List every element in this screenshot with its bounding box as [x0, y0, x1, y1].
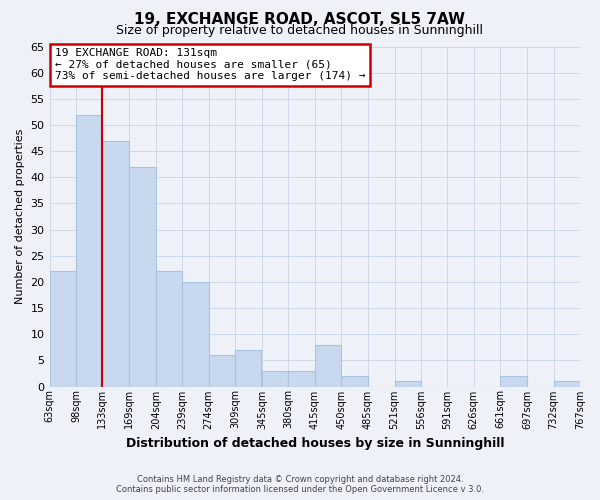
- Bar: [235, 350, 261, 387]
- Text: 19 EXCHANGE ROAD: 131sqm
← 27% of detached houses are smaller (65)
73% of semi-d: 19 EXCHANGE ROAD: 131sqm ← 27% of detach…: [55, 48, 365, 82]
- Bar: [209, 355, 235, 386]
- Text: 19, EXCHANGE ROAD, ASCOT, SL5 7AW: 19, EXCHANGE ROAD, ASCOT, SL5 7AW: [134, 12, 466, 28]
- Bar: [395, 382, 421, 386]
- Bar: [289, 371, 315, 386]
- Bar: [315, 344, 341, 387]
- Bar: [50, 272, 76, 386]
- X-axis label: Distribution of detached houses by size in Sunninghill: Distribution of detached houses by size …: [125, 437, 504, 450]
- Text: Size of property relative to detached houses in Sunninghill: Size of property relative to detached ho…: [116, 24, 484, 37]
- Bar: [130, 167, 156, 386]
- Y-axis label: Number of detached properties: Number of detached properties: [15, 129, 25, 304]
- Text: Contains HM Land Registry data © Crown copyright and database right 2024.
Contai: Contains HM Land Registry data © Crown c…: [116, 474, 484, 494]
- Bar: [76, 114, 102, 386]
- Bar: [262, 371, 289, 386]
- Bar: [182, 282, 209, 387]
- Bar: [102, 140, 128, 386]
- Bar: [554, 382, 580, 386]
- Bar: [156, 272, 182, 386]
- Bar: [341, 376, 368, 386]
- Bar: [500, 376, 527, 386]
